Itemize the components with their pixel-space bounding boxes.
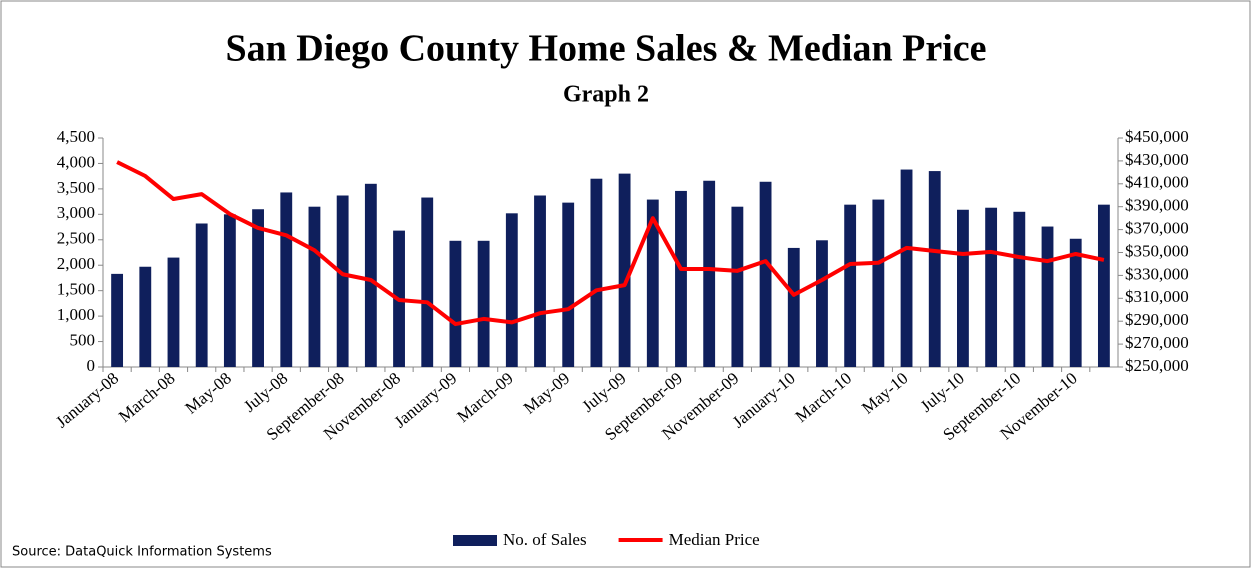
- bar: [1069, 238, 1082, 367]
- source-note: Source: DataQuick Information Systems: [12, 545, 272, 560]
- chart-subtitle: Graph 2: [563, 82, 649, 108]
- y-tick-label: 0: [87, 356, 96, 375]
- bar: [816, 240, 828, 367]
- bar: [139, 266, 152, 367]
- y-tick-label: 2,000: [57, 254, 95, 273]
- bar: [900, 169, 913, 367]
- y2-tick-label: $390,000: [1125, 196, 1189, 215]
- y-tick-label: 4,500: [57, 127, 95, 146]
- y-tick-label: 500: [70, 330, 96, 349]
- y2-tick-label: $410,000: [1125, 173, 1189, 192]
- y2-tick-label: $330,000: [1125, 264, 1189, 283]
- bar: [195, 223, 208, 367]
- bar: [336, 195, 349, 367]
- bar: [308, 206, 321, 367]
- chart-title: San Diego County Home Sales & Median Pri…: [225, 28, 986, 70]
- y2-tick-label: $350,000: [1125, 241, 1189, 260]
- bar: [364, 183, 377, 367]
- y2-tick-label: $270,000: [1125, 333, 1189, 352]
- bar: [449, 240, 462, 367]
- bar: [872, 199, 885, 367]
- bar: [759, 181, 772, 367]
- y2-tick-label: $370,000: [1125, 219, 1189, 238]
- y2-tick-label: $290,000: [1125, 310, 1189, 329]
- y-tick-label: 4,000: [57, 152, 95, 171]
- bar: [844, 204, 857, 367]
- bar: [505, 213, 518, 367]
- bar: [111, 273, 124, 367]
- bar: [985, 207, 998, 367]
- y-tick-label: 3,500: [57, 178, 95, 197]
- y-tick-label: 1,500: [57, 280, 95, 299]
- legend-label: Median Price: [669, 530, 760, 549]
- bar: [421, 197, 434, 367]
- bar: [675, 190, 687, 367]
- y-tick-label: 1,000: [57, 305, 95, 324]
- y2-tick-label: $450,000: [1125, 127, 1189, 146]
- y-tick-label: 3,000: [57, 203, 95, 222]
- y2-tick-label: $250,000: [1125, 356, 1189, 375]
- bar: [534, 195, 546, 367]
- bar: [167, 257, 180, 367]
- bar: [928, 171, 941, 367]
- y-tick-label: 2,500: [57, 229, 95, 248]
- line: [116, 160, 1105, 327]
- bar: [618, 173, 631, 367]
- y2-tick-label: $430,000: [1125, 150, 1189, 169]
- bar: [280, 192, 293, 367]
- bar: [223, 214, 236, 367]
- y2-tick-label: $310,000: [1125, 287, 1189, 306]
- bar: [646, 199, 659, 367]
- legend-label: No. of Sales: [503, 530, 587, 549]
- bar: [787, 247, 800, 367]
- bar: [1013, 211, 1026, 367]
- bar: [562, 202, 575, 367]
- bar: [1097, 204, 1110, 367]
- bar: [731, 206, 744, 367]
- bar: [252, 209, 264, 367]
- bar: [1041, 226, 1054, 367]
- legend-swatch: [453, 535, 497, 546]
- bar: [590, 178, 603, 367]
- bar: [957, 209, 969, 367]
- bar: [477, 240, 490, 367]
- bar: [703, 180, 716, 367]
